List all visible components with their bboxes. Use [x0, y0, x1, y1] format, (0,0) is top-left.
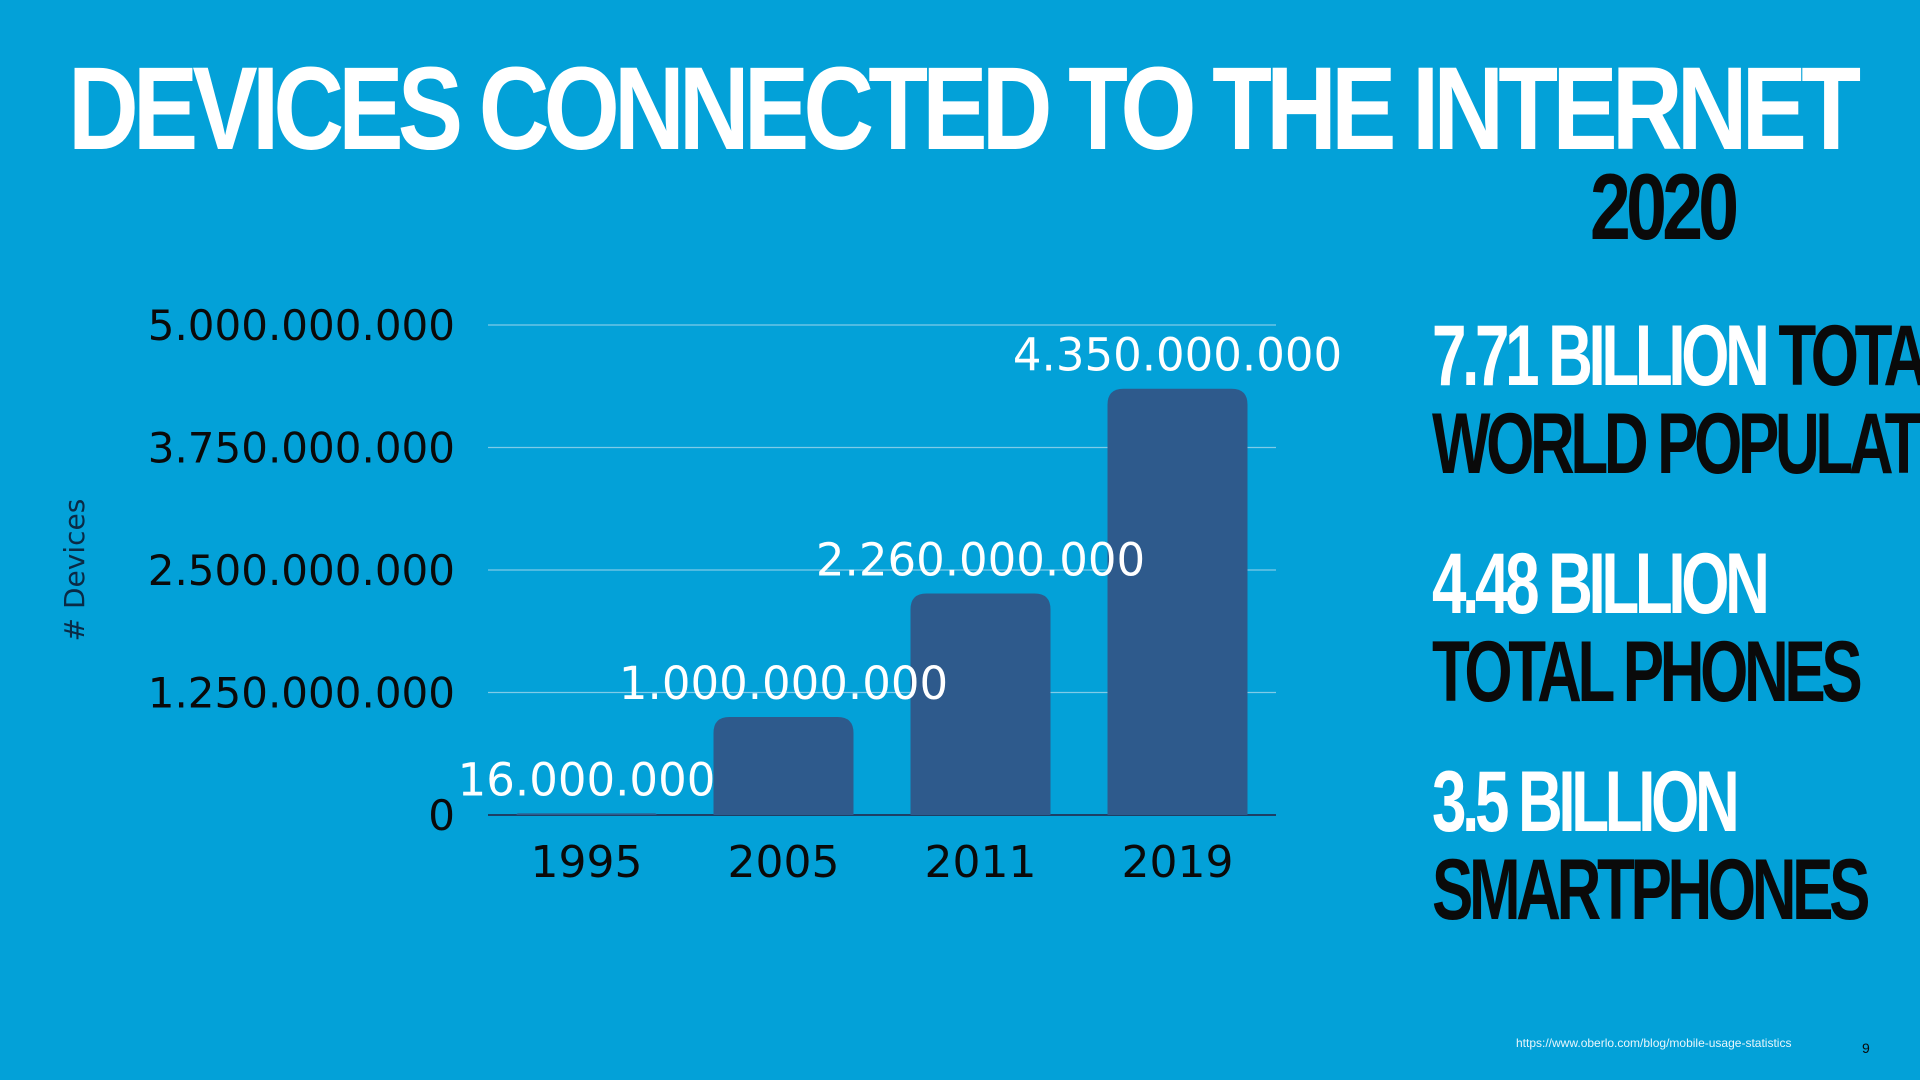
- data-labels: 16.000.000 1.000.000.000 2.260.000.000 4.35…: [458, 329, 1342, 807]
- y-tick-label: 1.250.000.000: [148, 669, 455, 718]
- stat-value: 4.48 BILLION: [1432, 536, 1770, 632]
- source-link[interactable]: https://www.oberlo.com/blog/mobile-usage…: [1516, 1036, 1792, 1050]
- stat-value: 7.71 BILLION: [1432, 308, 1770, 404]
- y-tick-label: 5.000.000.000: [148, 301, 455, 350]
- stats-year: 2020: [1590, 154, 1739, 259]
- x-tick-label: 2019: [1122, 837, 1234, 888]
- y-tick-label: 0: [428, 791, 455, 840]
- data-label-2005: 1.000.000.000: [619, 657, 948, 710]
- stat-value: 3.5 BILLION: [1432, 754, 1740, 850]
- bars: [516, 388, 1248, 815]
- bar-2005: [713, 717, 854, 815]
- y-tick-label: 3.750.000.000: [148, 424, 455, 473]
- bar-2019: [1107, 388, 1248, 815]
- stat-label: SMARTPHONES: [1432, 842, 1870, 938]
- x-axis-ticks: 1995 2005 2011 2019: [531, 837, 1234, 888]
- x-tick-label: 2005: [728, 837, 840, 888]
- page-number: 9: [1862, 1040, 1870, 1056]
- slide-title: DEVICES CONNECTED TO THE INTERNET: [68, 43, 1861, 175]
- stat-label: TOTAL: [1778, 308, 1920, 404]
- bar-2011: [910, 593, 1051, 815]
- x-tick-label: 1995: [531, 837, 643, 888]
- stat-smartphones: 3.5 BILLION SMARTPHONES: [1432, 758, 1870, 938]
- stat-world-population: 7.71 BILLION TOTAL WORLD POPULATION: [1432, 312, 1920, 488]
- bar-1995: [516, 813, 657, 815]
- data-label-2011: 2.260.000.000: [816, 534, 1145, 587]
- y-axis-label: # Devices: [58, 499, 91, 642]
- data-label-1995: 16.000.000: [458, 753, 716, 806]
- stat-label: WORLD POPULATION: [1432, 396, 1920, 492]
- y-axis-ticks: 0 1.250.000.000 2.500.000.000 3.750.000.000…: [148, 301, 455, 840]
- x-tick-label: 2011: [925, 837, 1037, 888]
- stat-total-phones: 4.48 BILLION TOTAL PHONES: [1432, 540, 1863, 720]
- data-label-2019: 4.350.000.000: [1013, 329, 1342, 382]
- stat-label: TOTAL PHONES: [1432, 624, 1863, 720]
- y-tick-label: 2.500.000.000: [148, 546, 455, 595]
